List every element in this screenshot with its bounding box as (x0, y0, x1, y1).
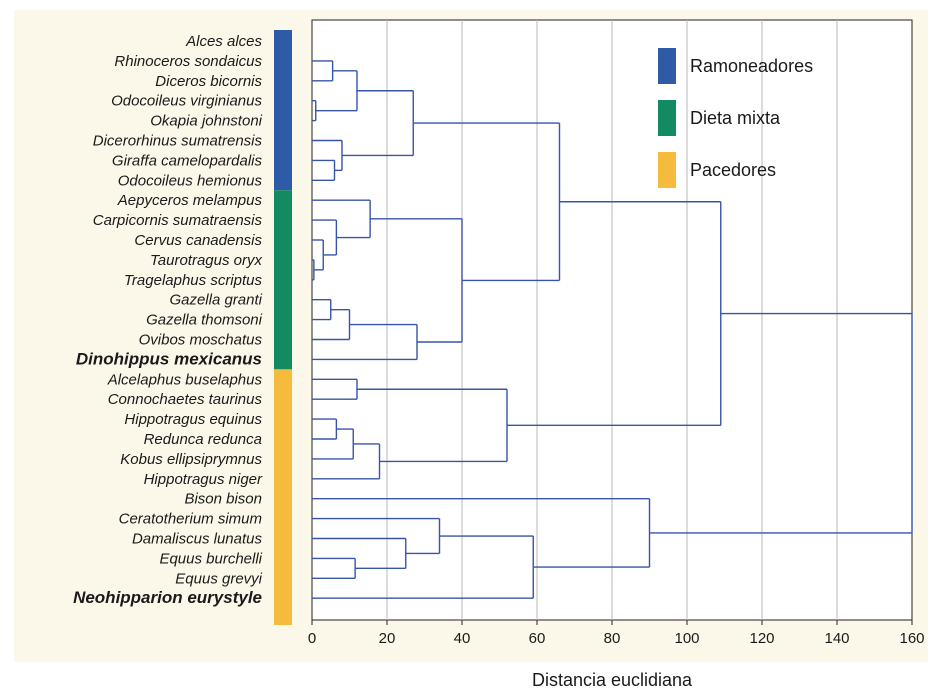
x-tick-label: 40 (454, 630, 471, 647)
x-tick-label: 160 (899, 630, 924, 647)
taxon-label: Kobus ellipsiprymnus (120, 451, 262, 468)
taxon-label: Neohipparion eurystyle (73, 588, 262, 607)
legend-label-mixed: Dieta mixta (690, 108, 781, 128)
taxon-label: Diceros bicornis (155, 73, 262, 90)
taxon-label: Redunca redunca (144, 431, 262, 448)
taxon-label: Aepyceros melampus (117, 192, 263, 209)
taxon-labels: Alces alces Rhinoceros sondaicus Diceros b… (73, 33, 263, 607)
x-tick-label: 0 (308, 630, 316, 647)
legend-swatch-browser (658, 48, 676, 84)
legend: Ramoneadores Dieta mixta Pacedores (658, 48, 813, 188)
taxon-label: Hippotragus niger (144, 471, 263, 488)
taxon-label: Equus burchelli (159, 550, 262, 567)
taxon-label: Odocoileus hemionus (118, 172, 263, 189)
taxon-label: Odocoileus virginianus (111, 93, 262, 110)
x-tick-label: 80 (604, 630, 621, 647)
x-tick-label: 100 (674, 630, 699, 647)
taxon-label: Alcelaphus buselaphus (107, 371, 263, 388)
taxon-label: Dinohippus mexicanus (76, 349, 262, 368)
x-tick-label: 120 (749, 630, 774, 647)
taxon-label: Dicerorhinus sumatrensis (93, 133, 263, 150)
taxon-label: Giraffa camelopardalis (112, 152, 263, 169)
taxon-label: Ceratotherium simum (119, 511, 262, 528)
legend-swatch-grazer (658, 152, 676, 188)
taxon-label: Tragelaphus scriptus (124, 272, 263, 289)
legend-label-grazer: Pacedores (690, 160, 776, 180)
taxon-label: Damaliscus lunatus (132, 531, 263, 548)
taxon-label: Cervus canadensis (134, 232, 262, 249)
x-tick-label: 60 (529, 630, 546, 647)
legend-swatch-mixed (658, 100, 676, 136)
dendrogram-tree (312, 60, 913, 599)
taxon-label: Gazella granti (169, 292, 262, 309)
taxon-label: Ovibos moschatus (139, 332, 263, 349)
grid-lines (386, 20, 838, 620)
diet-bars (274, 30, 292, 625)
diet-bar-mixed (274, 190, 292, 370)
taxon-label: Equus grevyi (175, 570, 262, 587)
taxon-label: Carpicornis sumatraensis (93, 212, 263, 229)
taxon-label: Alces alces (185, 33, 262, 50)
diet-bar-browser (274, 30, 292, 191)
x-axis-title: Distancia euclidiana (532, 670, 693, 689)
taxon-label: Bison bison (184, 491, 262, 508)
taxon-label: Okapia johnstoni (150, 113, 262, 130)
legend-label-browser: Ramoneadores (690, 56, 813, 76)
x-tick-label: 140 (824, 630, 849, 647)
taxon-label: Hippotragus equinus (124, 411, 262, 428)
x-axis-ticks: 0 20 40 60 80 100 120 140 160 (308, 620, 925, 647)
taxon-label: Connochaetes taurinus (108, 391, 263, 408)
taxon-label: Rhinoceros sondaicus (114, 53, 262, 70)
diet-bar-grazer (274, 369, 292, 625)
taxon-label: Taurotragus oryx (150, 252, 263, 269)
x-tick-label: 20 (379, 630, 396, 647)
taxon-label: Gazella thomsoni (146, 312, 263, 329)
